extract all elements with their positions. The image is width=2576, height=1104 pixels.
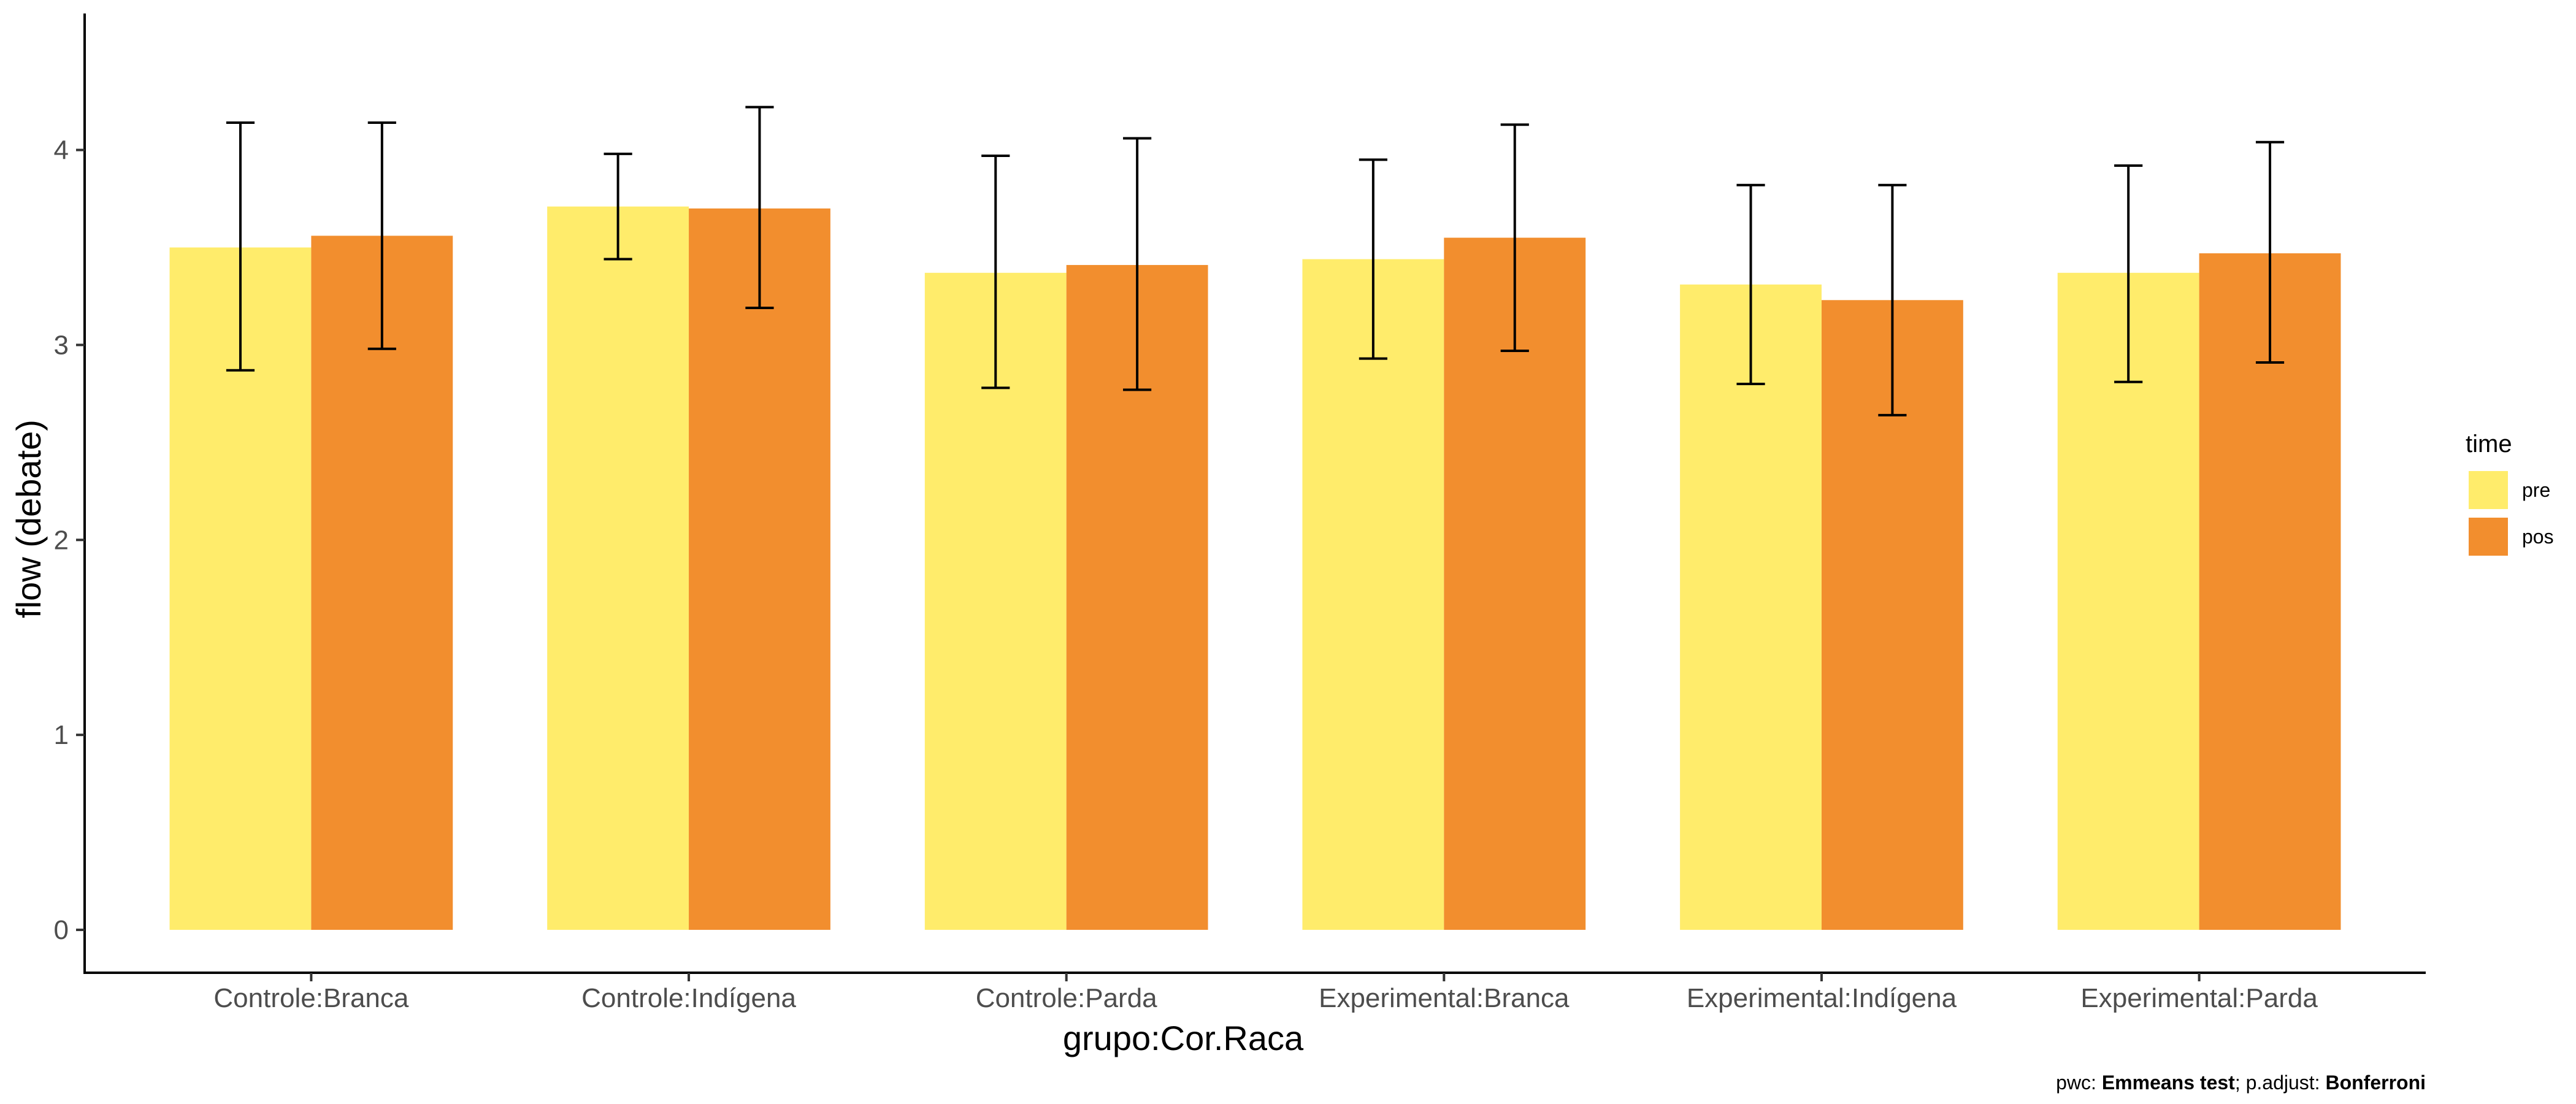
y-tick-label: 0 xyxy=(54,915,69,945)
legend-label-pre: pre xyxy=(2522,479,2550,501)
caption-test: Emmeans test xyxy=(2102,1071,2235,1094)
legend: time pre pos xyxy=(2466,431,2554,556)
caption-prefix: pwc: xyxy=(2056,1071,2102,1094)
x-tick-label: Controle:Indígena xyxy=(581,983,796,1013)
y-tick-label: 3 xyxy=(54,330,69,360)
bar-pos xyxy=(689,208,830,930)
x-tick-label: Controle:Branca xyxy=(213,983,408,1013)
axes xyxy=(83,13,2426,974)
caption-middle: ; p.adjust: xyxy=(2235,1071,2326,1094)
bar-pre xyxy=(547,206,689,930)
y-tick-label: 4 xyxy=(54,136,69,166)
caption: pwc: Emmeans test; p.adjust: Bonferroni xyxy=(2056,1071,2426,1094)
y-tick-label: 2 xyxy=(54,525,69,555)
legend-key-pre xyxy=(2469,471,2508,509)
bar-pre xyxy=(1680,284,1822,930)
bar-pos xyxy=(2199,253,2341,930)
x-tick-label: Experimental:Branca xyxy=(1319,983,1570,1013)
bar-pos xyxy=(1444,237,1586,930)
bar-pos xyxy=(311,236,453,930)
bars-layer xyxy=(169,206,2341,930)
x-tick-label: Experimental:Indígena xyxy=(1687,983,1957,1013)
legend-label-pos: pos xyxy=(2522,526,2554,548)
caption-method: Bonferroni xyxy=(2325,1071,2426,1094)
legend-key-pos xyxy=(2469,518,2508,556)
x-axis-title: grupo:Cor.Raca xyxy=(1063,1019,1304,1057)
y-tick-label: 1 xyxy=(54,720,69,750)
y-axis-title: flow (debate) xyxy=(9,420,48,618)
errorbars-layer xyxy=(226,105,2285,416)
x-ticks: Controle:Branca Controle:Indígena Controle… xyxy=(213,973,2318,1013)
x-tick-label: Controle:Parda xyxy=(976,983,1157,1013)
bar-pre xyxy=(1302,259,1444,930)
x-tick-label: Experimental:Parda xyxy=(2080,983,2318,1013)
y-ticks: 0 1 2 3 4 xyxy=(54,136,85,945)
legend-title: time xyxy=(2466,431,2512,458)
